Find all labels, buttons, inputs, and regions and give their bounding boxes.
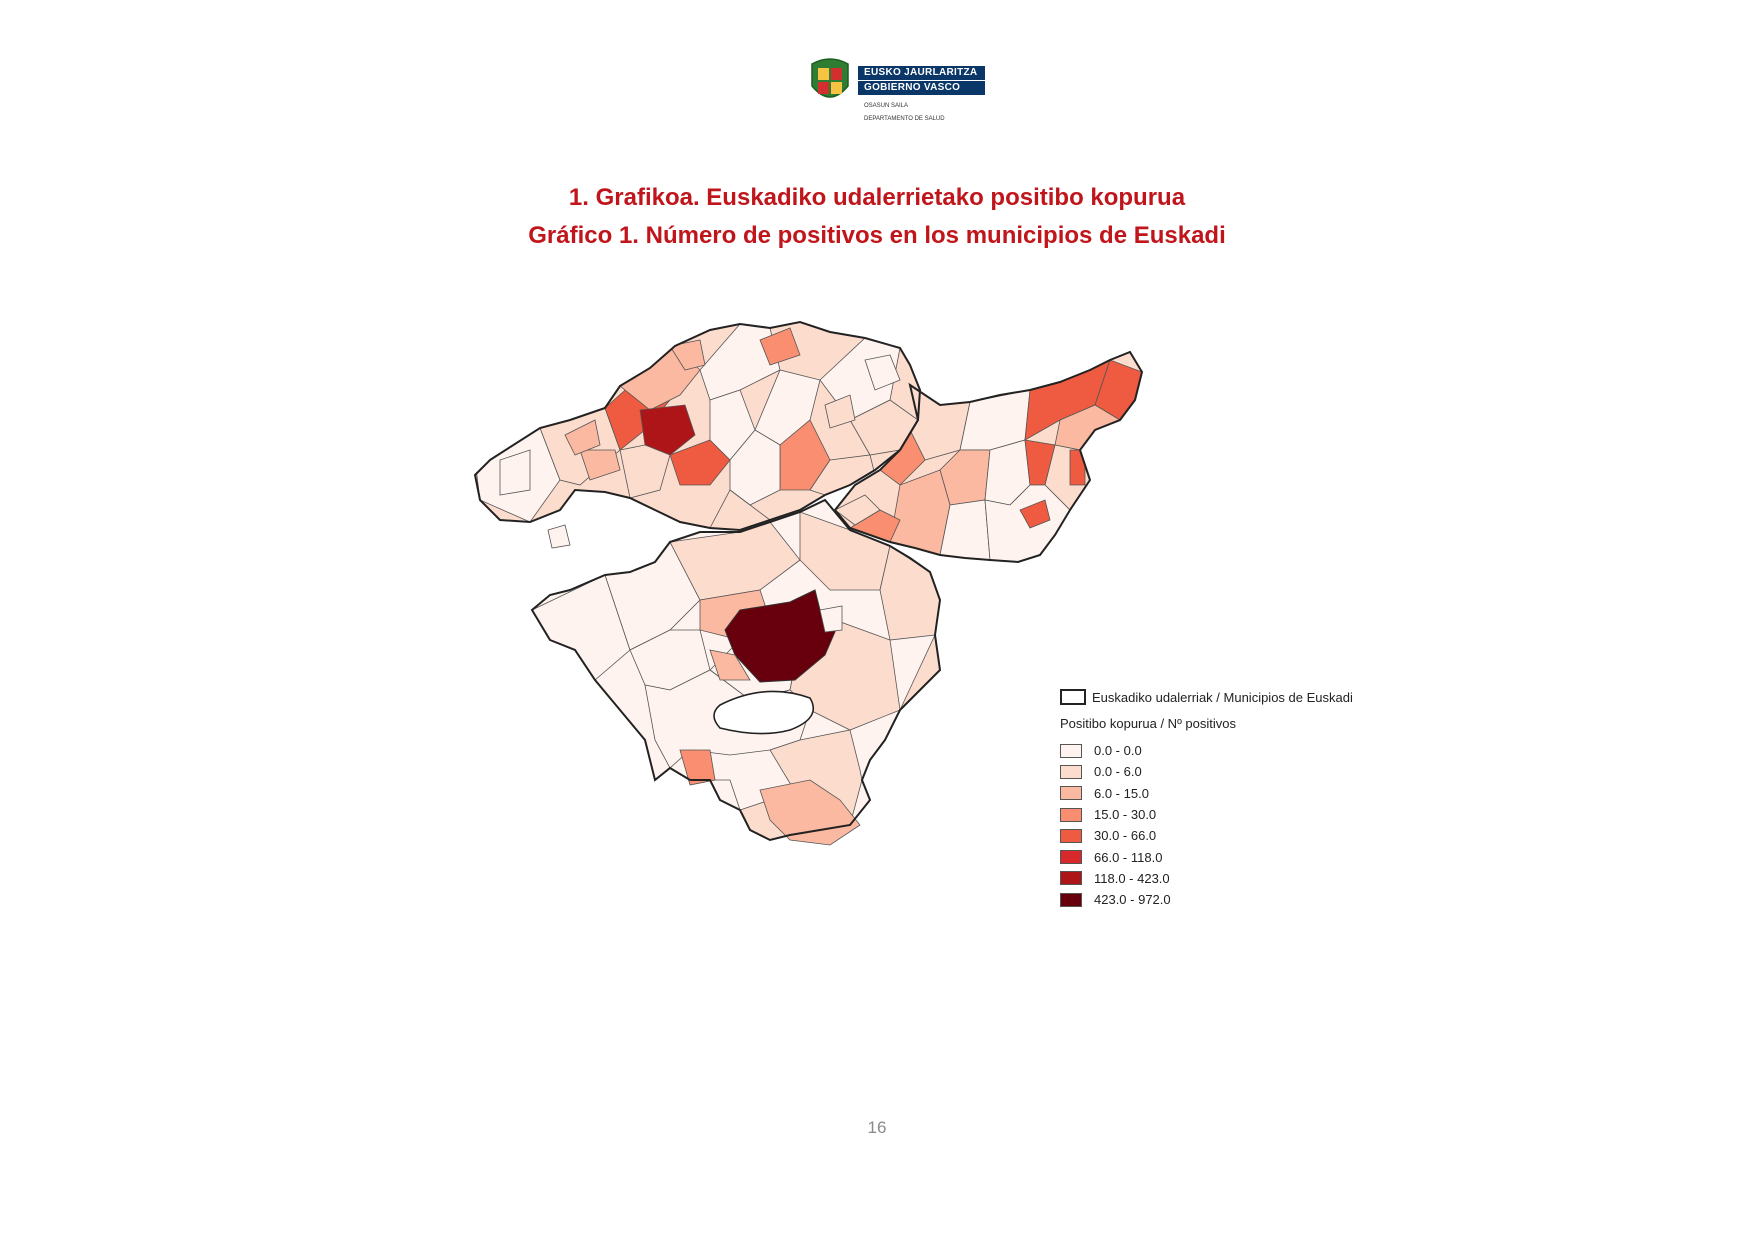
legend-class-label: 0.0 - 6.0 [1094, 764, 1142, 780]
legend-class-7: 423.0 - 972.0 [1060, 889, 1353, 910]
department-es: DEPARTAMENTO DE SALUD [864, 116, 945, 122]
logo-line-2: GOBIERNO VASCO [858, 81, 985, 95]
map-legend: Euskadiko udalerriak / Municipios de Eus… [1060, 688, 1353, 910]
legend-swatch [1060, 871, 1082, 886]
title-spanish: Gráfico 1. Número de positivos en los mu… [528, 222, 1226, 249]
legend-class-2: 6.0 - 15.0 [1060, 783, 1353, 804]
legend-class-label: 0.0 - 0.0 [1094, 743, 1142, 759]
legend-class-5: 66.0 - 118.0 [1060, 846, 1353, 867]
legend-swatch [1060, 892, 1082, 907]
legend-class-1: 0.0 - 6.0 [1060, 761, 1353, 782]
legend-boundary-label: Euskadiko udalerriak / Municipios de Eus… [1092, 689, 1353, 705]
legend-class-label: 15.0 - 30.0 [1094, 807, 1157, 823]
legend-class-label: 66.0 - 118.0 [1094, 849, 1163, 865]
choropleth-map [474, 321, 1143, 846]
legend-title: Positibo kopurua / Nº positivos [1060, 716, 1237, 731]
legend-swatch [1060, 850, 1082, 865]
legend-swatch [1060, 764, 1082, 779]
legend-classes: 0.0 - 0.0 0.0 - 6.0 6.0 - 15.0 15.0 - 30.0 3… [1060, 740, 1353, 910]
legend-class-label: 118.0 - 423.0 [1094, 870, 1170, 886]
legend-swatch [1060, 743, 1082, 758]
legend-class-label: 6.0 - 15.0 [1094, 785, 1149, 801]
title-basque: 1. Grafikoa. Euskadiko udalerrietako pos… [568, 184, 1186, 211]
gobierno-vasco-logo: EUSKO JAURLARITZA GOBIERNO VASCO OSASUN … [806, 56, 986, 126]
legend-class-label: 423.0 - 972.0 [1094, 892, 1171, 908]
legend-class-4: 30.0 - 66.0 [1060, 825, 1353, 846]
legend-swatch [1060, 807, 1082, 822]
logo-line-1: EUSKO JAURLARITZA [858, 66, 985, 80]
department-eu: OSASUN SAILA [864, 103, 909, 109]
legend-class-0: 0.0 - 0.0 [1060, 740, 1353, 761]
legend-swatch [1060, 828, 1082, 843]
page-number: 16 [867, 1118, 887, 1137]
coat-of-arms-icon [811, 58, 849, 98]
legend-class-3: 15.0 - 30.0 [1060, 804, 1353, 825]
legend-class-label: 30.0 - 66.0 [1094, 828, 1157, 844]
legend-swatch [1060, 786, 1082, 801]
legend-boundary-swatch [1060, 689, 1086, 705]
legend-boundary-entry: Euskadiko udalerriak / Municipios de Eus… [1060, 688, 1353, 706]
legend-class-6: 118.0 - 423.0 [1060, 868, 1353, 889]
